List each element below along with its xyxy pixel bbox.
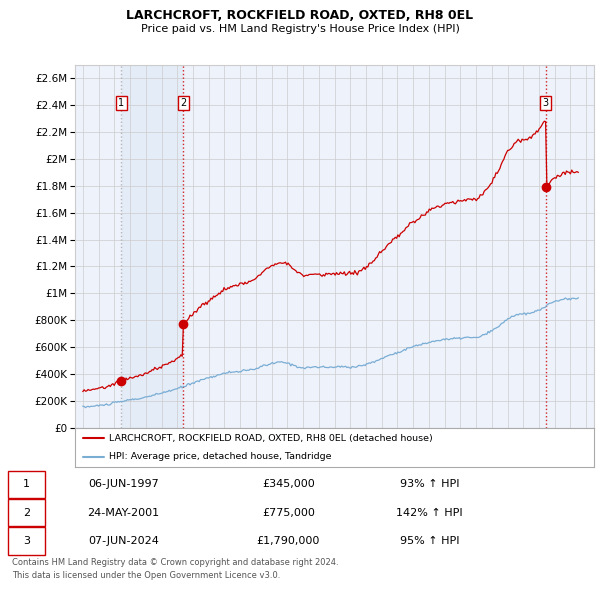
FancyBboxPatch shape [8, 471, 45, 498]
Text: 1: 1 [118, 98, 124, 108]
Text: 3: 3 [23, 536, 30, 546]
Text: 06-JUN-1997: 06-JUN-1997 [88, 480, 159, 489]
Text: This data is licensed under the Open Government Licence v3.0.: This data is licensed under the Open Gov… [12, 571, 280, 580]
Text: 93% ↑ HPI: 93% ↑ HPI [400, 480, 459, 489]
Text: 3: 3 [542, 98, 549, 108]
Text: Contains HM Land Registry data © Crown copyright and database right 2024.: Contains HM Land Registry data © Crown c… [12, 558, 338, 567]
FancyBboxPatch shape [8, 527, 45, 555]
Text: £775,000: £775,000 [262, 508, 314, 517]
Text: LARCHCROFT, ROCKFIELD ROAD, OXTED, RH8 0EL (detached house): LARCHCROFT, ROCKFIELD ROAD, OXTED, RH8 0… [109, 434, 433, 443]
Text: 2: 2 [180, 98, 187, 108]
Text: 1: 1 [23, 480, 30, 489]
Text: LARCHCROFT, ROCKFIELD ROAD, OXTED, RH8 0EL: LARCHCROFT, ROCKFIELD ROAD, OXTED, RH8 0… [127, 9, 473, 22]
Text: £1,790,000: £1,790,000 [257, 536, 320, 546]
Text: 95% ↑ HPI: 95% ↑ HPI [400, 536, 459, 546]
Text: HPI: Average price, detached house, Tandridge: HPI: Average price, detached house, Tand… [109, 452, 331, 461]
Text: £345,000: £345,000 [262, 480, 314, 489]
Text: 24-MAY-2001: 24-MAY-2001 [88, 508, 160, 517]
FancyBboxPatch shape [8, 499, 45, 526]
Text: 2: 2 [23, 508, 30, 517]
Text: 142% ↑ HPI: 142% ↑ HPI [396, 508, 463, 517]
Text: 07-JUN-2024: 07-JUN-2024 [88, 536, 159, 546]
Text: Price paid vs. HM Land Registry's House Price Index (HPI): Price paid vs. HM Land Registry's House … [140, 24, 460, 34]
